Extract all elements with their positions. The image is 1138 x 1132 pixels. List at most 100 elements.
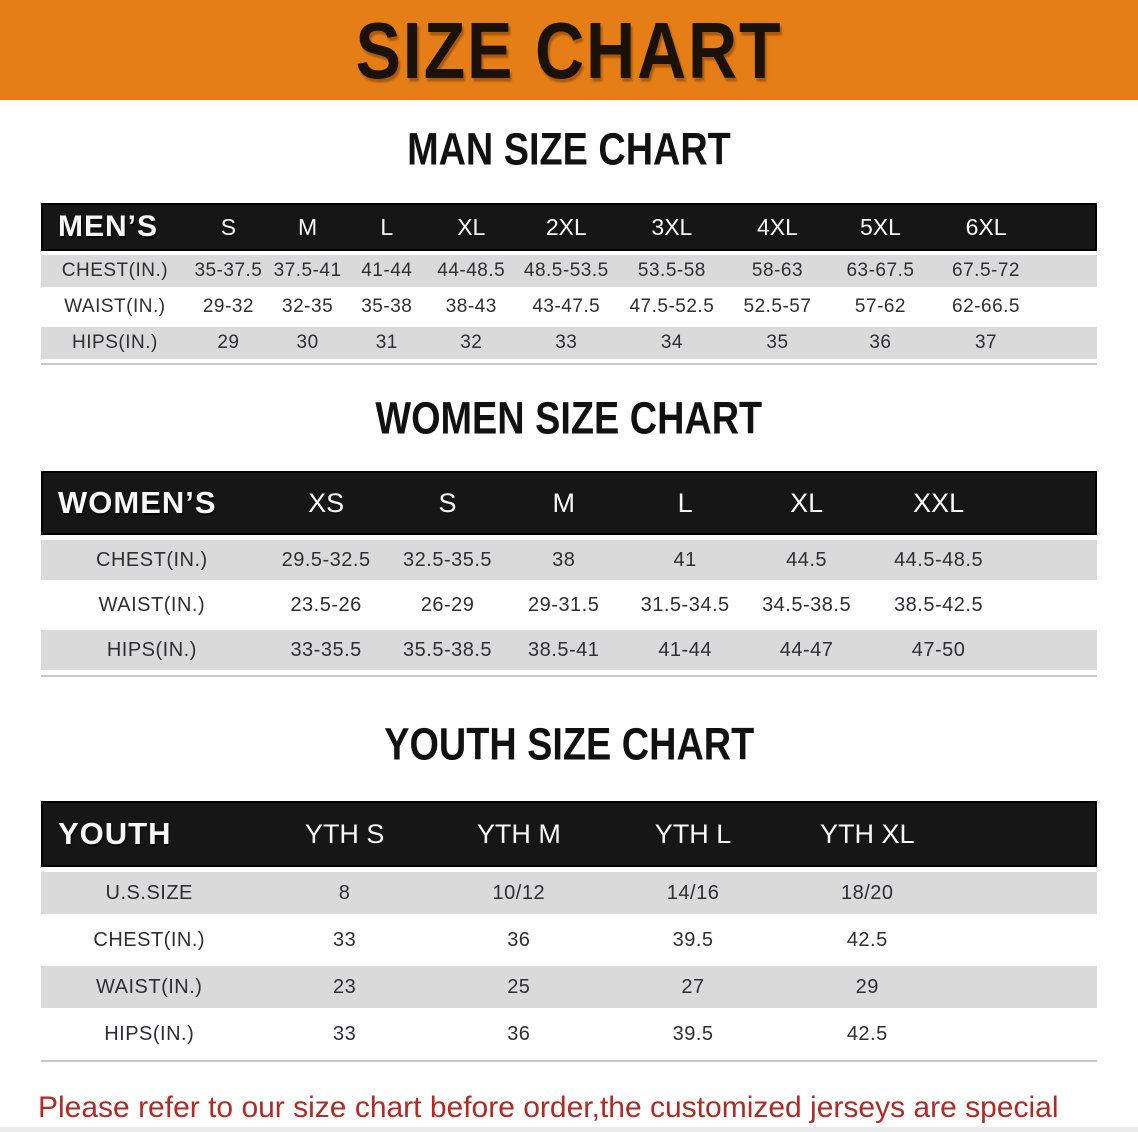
women-row-label: CHEST(IN.) [41,540,263,580]
youth-measure-row: WAIST(IN.) 23 25 27 29 [41,966,1097,1008]
men-size-col-header: S [188,203,269,251]
youth-row-filler [954,872,1097,914]
youth-size-value-cell: 36 [431,1013,606,1055]
men-size-value-cell: 67.5-72 [933,255,1039,287]
men-size-value-cell: 44-48.5 [426,255,517,287]
men-size-value-cell: 35-38 [347,291,427,323]
youth-header-filler [954,801,1097,867]
men-size-value-cell: 58-63 [727,255,828,287]
youth-size-value-cell: 25 [431,966,606,1008]
women-measure-row: CHEST(IN.) 29.5-32.5 32.5-35.5 38 41 44.5 44.5… [41,540,1097,580]
women-measure-row: WAIST(IN.) 23.5-26 26-29 29-31.5 31.5-34.5 34… [41,585,1097,625]
youth-row-filler [954,1013,1097,1055]
men-size-col-header: 3XL [616,203,728,251]
banner: SIZE CHART [0,0,1138,100]
men-measure-row: WAIST(IN.) 29-32 32-35 35-38 38-43 43-47.5 47.… [41,291,1097,323]
banner-title: SIZE CHART [355,5,783,95]
youth-size-col-header: YTH XL [780,801,955,867]
women-size-value-cell: 38 [505,540,622,580]
youth-size-col-header: YTH L [605,801,781,867]
women-size-value-cell: 38.5-42.5 [864,585,1013,625]
men-section-title: MAN SIZE CHART [407,124,731,176]
men-header-label: MEN’S [41,203,189,251]
women-size-value-cell: 44-47 [748,630,865,670]
women-row-filler [1012,540,1097,580]
men-measure-row: HIPS(IN.) 29 30 31 32 33 34 35 36 37 [41,327,1097,359]
women-size-value-cell: 33-35.5 [262,630,390,670]
women-header-label: WOMEN’S [41,471,263,535]
bottom-divider [0,1127,1138,1132]
men-size-value-cell: 35 [727,327,828,359]
women-header-filler [1012,471,1097,535]
women-measure-row: HIPS(IN.) 33-35.5 35.5-38.5 38.5-41 41-44 44-… [41,630,1097,670]
youth-size-value-cell: 23 [257,966,432,1008]
men-measure-row: CHEST(IN.) 35-37.5 37.5-41 41-44 44-48.5 48.5… [41,255,1097,287]
men-size-value-cell: 63-67.5 [827,255,934,287]
men-size-value-cell: 32-35 [268,291,348,323]
men-size-value-cell: 38-43 [426,291,517,323]
youth-size-value-cell: 14/16 [605,872,781,914]
men-size-value-cell: 31 [347,327,427,359]
men-row-filler [1038,255,1097,287]
men-size-col-header: M [268,203,348,251]
women-size-value-cell: 34.5-38.5 [748,585,865,625]
men-size-value-cell: 48.5-53.5 [516,255,617,287]
women-size-value-cell: 31.5-34.5 [621,585,749,625]
youth-header-label: YOUTH [41,801,258,867]
youth-size-value-cell: 42.5 [780,1013,955,1055]
men-size-value-cell: 33 [516,327,617,359]
youth-size-table: YOUTH YTH S YTH M YTH L YTH XL U.S.SIZE 8 10/12… [0,796,1138,1062]
men-size-value-cell: 37 [933,327,1039,359]
women-size-value-cell: 29.5-32.5 [262,540,390,580]
men-size-col-header: 5XL [827,203,934,251]
women-size-col-header: S [389,471,506,535]
youth-size-value-cell: 42.5 [780,919,955,961]
women-size-value-cell: 41 [621,540,749,580]
men-size-value-cell: 29 [188,327,269,359]
youth-row-label: CHEST(IN.) [41,919,258,961]
men-size-value-cell: 30 [268,327,348,359]
men-row-filler [1038,327,1097,359]
youth-size-value-cell: 36 [431,919,606,961]
women-size-col-header: L [621,471,749,535]
men-header-row: MEN’S S M L XL 2XL 3XL 4XL 5XL 6XL [41,203,1097,251]
men-size-value-cell: 43-47.5 [516,291,617,323]
women-size-col-header: M [505,471,622,535]
women-size-value-cell: 35.5-38.5 [389,630,506,670]
women-row-filler [1012,630,1097,670]
youth-size-col-header: YTH S [257,801,432,867]
youth-size-value-cell: 33 [257,1013,432,1055]
women-size-value-cell: 44.5-48.5 [864,540,1013,580]
men-size-table: MEN’S S M L XL 2XL 3XL 4XL 5XL 6XL CHEST(IN.) 35-37… [0,199,1138,365]
men-size-col-header: 2XL [516,203,617,251]
men-row-filler [1038,291,1097,323]
men-size-value-cell: 47.5-52.5 [616,291,728,323]
youth-header-row: YOUTH YTH S YTH M YTH L YTH XL [41,801,1097,867]
men-size-col-header: 6XL [933,203,1039,251]
women-header-row: WOMEN’S XS S M L XL XXL [41,471,1097,535]
footer-line-1: Please refer to our size chart before or… [38,1091,1059,1124]
men-size-value-cell: 29-32 [188,291,269,323]
men-size-value-cell: 34 [616,327,728,359]
youth-size-value-cell: 39.5 [605,1013,781,1055]
men-size-value-cell: 35-37.5 [188,255,269,287]
youth-size-col-header: YTH M [431,801,606,867]
youth-size-value-cell: 29 [780,966,955,1008]
youth-row-label: U.S.SIZE [41,872,258,914]
men-size-value-cell: 57-62 [827,291,934,323]
men-row-label: HIPS(IN.) [41,327,189,359]
women-row-filler [1012,585,1097,625]
youth-measure-row: CHEST(IN.) 33 36 39.5 42.5 [41,919,1097,961]
men-size-col-header: L [347,203,427,251]
men-size-value-cell: 37.5-41 [268,255,348,287]
youth-row-label: HIPS(IN.) [41,1013,258,1055]
footer-note: Please refer to our size chart before or… [0,1084,1138,1132]
women-size-value-cell: 23.5-26 [262,585,390,625]
women-row-label: HIPS(IN.) [41,630,263,670]
men-size-value-cell: 32 [426,327,517,359]
men-header-filler [1038,203,1097,251]
men-size-col-header: XL [426,203,517,251]
women-size-col-header: XL [748,471,865,535]
youth-size-value-cell: 39.5 [605,919,781,961]
women-size-value-cell: 29-31.5 [505,585,622,625]
